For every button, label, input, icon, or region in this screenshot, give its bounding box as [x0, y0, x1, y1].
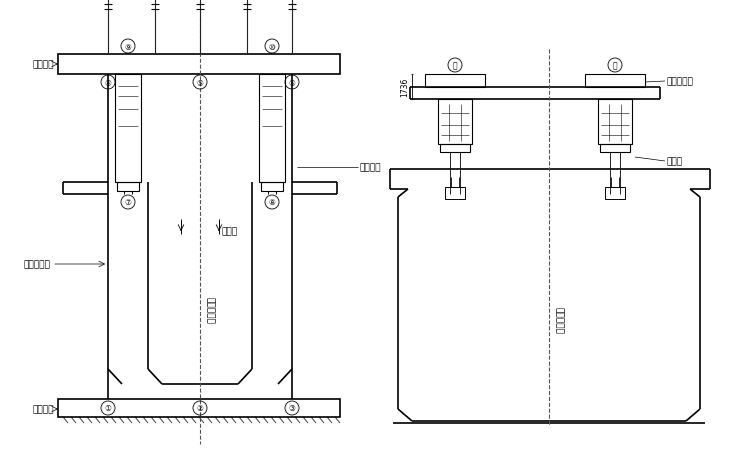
Text: 滑梁前吊带: 滑梁前吊带	[23, 260, 50, 269]
Text: 后锚筒: 后锚筒	[667, 157, 683, 166]
Text: 后锚分配架: 后锚分配架	[667, 77, 694, 86]
Bar	[600, 145, 630, 153]
Text: ⑧: ⑧	[268, 198, 276, 207]
Bar	[58, 399, 340, 417]
Text: ⑦: ⑦	[125, 198, 131, 207]
Text: ⑪: ⑪	[453, 62, 457, 70]
Text: 1736: 1736	[400, 77, 410, 96]
Text: ⑥: ⑥	[289, 78, 295, 87]
Text: ⑤: ⑤	[197, 78, 203, 87]
Text: 内滑架: 内滑架	[222, 227, 238, 236]
Text: ④: ④	[104, 78, 112, 87]
Bar	[598, 100, 632, 145]
Bar	[445, 188, 465, 200]
Bar	[115, 75, 141, 183]
Bar	[117, 183, 139, 191]
Text: ⑩: ⑩	[268, 42, 276, 51]
Text: 前下横梁: 前下横梁	[33, 405, 54, 414]
Text: 箱梁中心线: 箱梁中心线	[554, 306, 563, 333]
Text: 菱形桁架: 菱形桁架	[360, 163, 381, 172]
Text: ⑨: ⑨	[125, 42, 131, 51]
Text: 前上横梁: 前上横梁	[33, 61, 54, 69]
Text: ②: ②	[197, 403, 203, 413]
Bar	[425, 75, 485, 88]
Bar	[438, 100, 472, 145]
Text: ⑫: ⑫	[612, 62, 617, 70]
Text: ①: ①	[104, 403, 112, 413]
Bar	[605, 188, 625, 200]
Bar	[585, 75, 645, 88]
Bar	[440, 145, 470, 153]
Bar	[261, 183, 283, 191]
Text: 箱梁中心线: 箱梁中心线	[205, 296, 214, 323]
Bar	[259, 75, 285, 183]
Bar	[58, 55, 340, 75]
Text: ③: ③	[289, 403, 295, 413]
